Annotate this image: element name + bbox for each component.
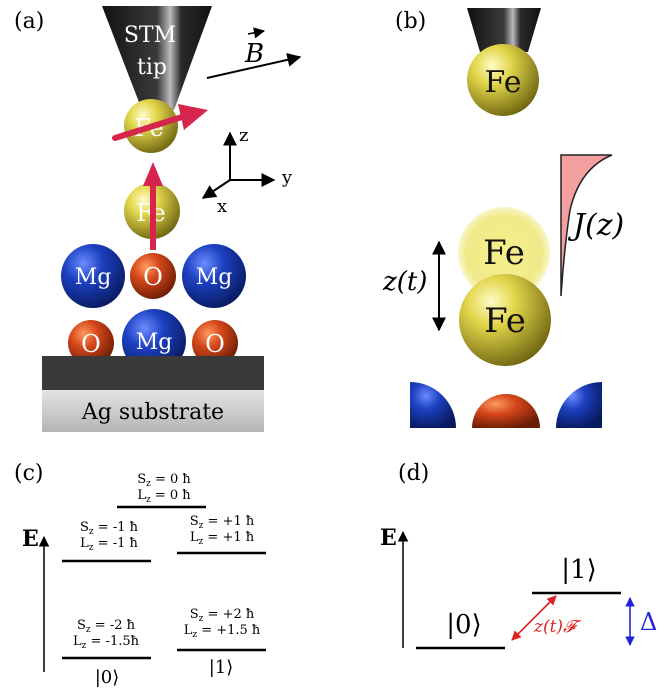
fe-atom-b-label: Fe	[484, 301, 526, 341]
mg-atom-row1-right-label: Mg	[196, 265, 233, 290]
axis-x-label: x	[217, 196, 227, 217]
tip-fe-label-b: Fe	[485, 65, 522, 100]
coupling-label: J(z)	[567, 208, 624, 243]
state-zero-label-c: |0⟩	[95, 667, 120, 688]
panel-a-label: (a)	[14, 9, 44, 34]
stm-tip-label-line2: tip	[137, 55, 167, 80]
o-atom-row2-right-label: O	[205, 330, 225, 358]
axis-z-label: z	[239, 125, 248, 146]
vector-accent-arrow	[247, 27, 266, 39]
panel-c-label: (c)	[14, 461, 44, 486]
mg-atom-row1-left-label: Mg	[75, 265, 112, 290]
mgo-layer	[42, 356, 264, 392]
panel-c: (c) E Sz = 0 ħ Lz = 0 ħ Sz = -1 ħ Lz = -…	[14, 461, 266, 688]
level-top-sz: Sz = 0 ħ	[137, 472, 191, 489]
tip-b	[467, 8, 541, 52]
level-right-mid-lz: Lz = +1 ħ	[190, 530, 255, 547]
displaced-fe-label: Fe	[483, 233, 525, 273]
level-left-low-sz: Sz = -2 ħ	[77, 618, 136, 635]
o-atom-row1-center	[130, 253, 176, 299]
coupling-profile	[560, 154, 613, 297]
stm-tip	[102, 6, 212, 110]
drive-arrow	[511, 595, 557, 641]
displacement-label: z(t)	[382, 267, 427, 297]
panel-d-label: (d)	[398, 461, 429, 486]
tip-spin-arrow-head	[178, 104, 208, 130]
tip-fe-atom-b	[467, 44, 539, 116]
axis-x-arrow	[201, 179, 231, 199]
drive-label: z(t)𝓕	[533, 617, 582, 637]
o-atom-row2-right	[192, 320, 238, 366]
panel-b-label: (b)	[395, 9, 426, 34]
panel-a: (a) STM tip B Fe Fe z y x Mg O Mg	[14, 6, 302, 432]
o-atom-row2-left-label: O	[81, 330, 101, 358]
energy-axis-label-d: E	[380, 525, 397, 551]
level-right-low-lz: Lz = +1.5 ħ	[184, 623, 261, 640]
level-right-low-sz: Sz = +2 ħ	[190, 607, 255, 624]
mg-atom-b-right	[556, 382, 602, 428]
o-atom-b-center	[472, 394, 540, 428]
mg-atom-row2-center-label: Mg	[136, 330, 173, 355]
displaced-fe-atom	[458, 207, 550, 299]
mg-atom-row1-right	[182, 244, 246, 308]
magnetic-field-arrow	[206, 52, 302, 79]
state-zero-label-d: |0⟩	[446, 610, 481, 640]
mg-atom-row1-left	[61, 244, 125, 308]
level-right-mid-sz: Sz = +1 ħ	[190, 514, 255, 531]
ag-substrate-label: Ag substrate	[81, 400, 224, 425]
ag-substrate	[42, 390, 264, 432]
level-left-mid-lz: Lz = -1 ħ	[80, 536, 138, 553]
mg-atom-b-left	[410, 382, 456, 428]
energy-axis-label-c: E	[22, 526, 39, 552]
stm-tip-label-line1: STM	[124, 23, 176, 48]
panel-b: (b) Fe J(z) Fe Fe z(t)	[382, 8, 624, 428]
state-one-label-c: |1⟩	[209, 657, 234, 678]
axis-y-label: y	[281, 167, 293, 188]
fe-atom-b	[459, 274, 551, 366]
magnetic-field-label: B	[244, 39, 264, 69]
adatom-spin-arrow-head	[143, 162, 163, 186]
tip-spin-arrow-shaft	[112, 114, 185, 141]
o-atom-row2-left	[68, 320, 114, 366]
panel-d: (d) E |0⟩ |1⟩ z(t)𝓕 Δ	[380, 461, 657, 650]
state-one-label-d: |1⟩	[561, 555, 596, 585]
o-atom-row1-center-label: O	[143, 263, 163, 291]
level-top-lz: Lz = 0 ħ	[137, 488, 191, 505]
level-left-low-lz: Lz = -1.5ħ	[73, 634, 140, 651]
gap-label: Δ	[640, 608, 657, 636]
level-left-mid-sz: Sz = -1 ħ	[80, 520, 139, 537]
